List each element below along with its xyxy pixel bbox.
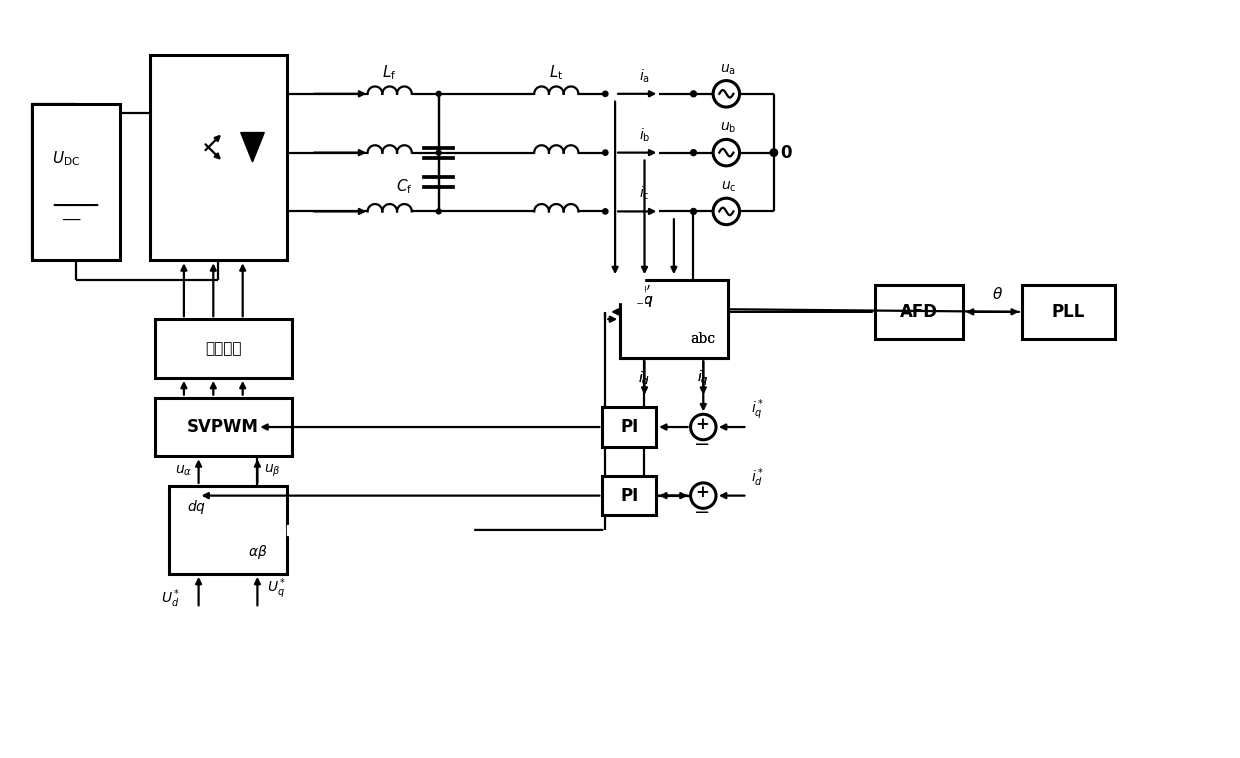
Text: ──: ── <box>62 215 81 228</box>
Text: $L_{\rm f}$: $L_{\rm f}$ <box>382 63 397 82</box>
Bar <box>603 407 656 446</box>
Bar <box>286 525 472 535</box>
Text: $u_{\rm c}$: $u_{\rm c}$ <box>720 180 737 194</box>
Text: $\theta$: $\theta$ <box>992 287 1003 302</box>
Text: $u_\alpha$: $u_\alpha$ <box>175 464 192 478</box>
Text: −: − <box>694 504 711 522</box>
Text: $dq$: $dq$ <box>635 290 653 309</box>
Text: $u_{\rm b}$: $u_{\rm b}$ <box>720 121 737 136</box>
Text: $dq$: $dq$ <box>635 290 653 309</box>
Text: +: + <box>696 484 709 501</box>
Text: $i_q^*$: $i_q^*$ <box>750 397 764 421</box>
Bar <box>32 104 120 261</box>
Text: PI: PI <box>620 418 639 436</box>
Circle shape <box>603 91 608 96</box>
Text: $\alpha\beta$: $\alpha\beta$ <box>248 543 267 562</box>
Text: ───: ─── <box>53 195 99 218</box>
Text: abc: abc <box>691 332 715 346</box>
Text: $U_{\rm DC}$: $U_{\rm DC}$ <box>52 149 81 168</box>
Text: $i_{\rm b}$: $i_{\rm b}$ <box>639 127 650 144</box>
Bar <box>155 319 291 378</box>
Bar <box>155 398 291 456</box>
Text: SVPWM: SVPWM <box>187 418 259 436</box>
Text: abc: abc <box>691 332 715 346</box>
Circle shape <box>691 91 697 97</box>
Text: $i_q$: $i_q$ <box>697 368 709 387</box>
Circle shape <box>691 149 697 155</box>
Text: $\theta'$: $\theta'$ <box>622 287 637 302</box>
Text: PLL: PLL <box>1052 303 1085 321</box>
Circle shape <box>691 208 697 215</box>
Text: 驱动电路: 驱动电路 <box>205 341 242 356</box>
Text: AFD: AFD <box>900 303 937 321</box>
Polygon shape <box>241 133 264 162</box>
Bar <box>585 277 645 302</box>
Bar <box>150 55 286 261</box>
Text: $i_d$: $i_d$ <box>639 369 651 387</box>
Text: $i_q$: $i_q$ <box>697 368 709 387</box>
Bar <box>1022 285 1115 339</box>
Bar <box>620 280 728 359</box>
Bar <box>603 476 656 515</box>
Circle shape <box>436 150 441 155</box>
Bar <box>169 486 286 574</box>
Text: +: + <box>696 415 709 433</box>
Text: $i_d$: $i_d$ <box>639 369 651 387</box>
Text: $u_\beta$: $u_\beta$ <box>264 463 280 479</box>
Text: $L_{\rm t}$: $L_{\rm t}$ <box>549 63 563 82</box>
Text: $\theta'$: $\theta'$ <box>637 285 651 300</box>
Text: PI: PI <box>620 487 639 505</box>
Text: $i_{\rm a}$: $i_{\rm a}$ <box>639 67 650 85</box>
Text: $dq$: $dq$ <box>187 498 206 516</box>
Text: $U_q^*$: $U_q^*$ <box>268 577 286 601</box>
Text: $U_d^*$: $U_d^*$ <box>161 587 181 610</box>
Circle shape <box>770 149 777 156</box>
Text: $i_d^*$: $i_d^*$ <box>750 467 764 489</box>
Text: $\theta'$: $\theta'$ <box>637 285 651 300</box>
Bar <box>620 280 728 359</box>
Bar <box>874 285 963 339</box>
Text: $i_{\rm c}$: $i_{\rm c}$ <box>639 185 650 202</box>
Text: $u_{\rm a}$: $u_{\rm a}$ <box>720 62 737 77</box>
Text: 0: 0 <box>780 143 791 161</box>
Circle shape <box>436 209 441 214</box>
Text: $C_{\rm f}$: $C_{\rm f}$ <box>396 177 413 196</box>
Circle shape <box>603 208 608 214</box>
Text: −: − <box>694 436 711 453</box>
Circle shape <box>603 150 608 155</box>
Circle shape <box>436 92 441 96</box>
